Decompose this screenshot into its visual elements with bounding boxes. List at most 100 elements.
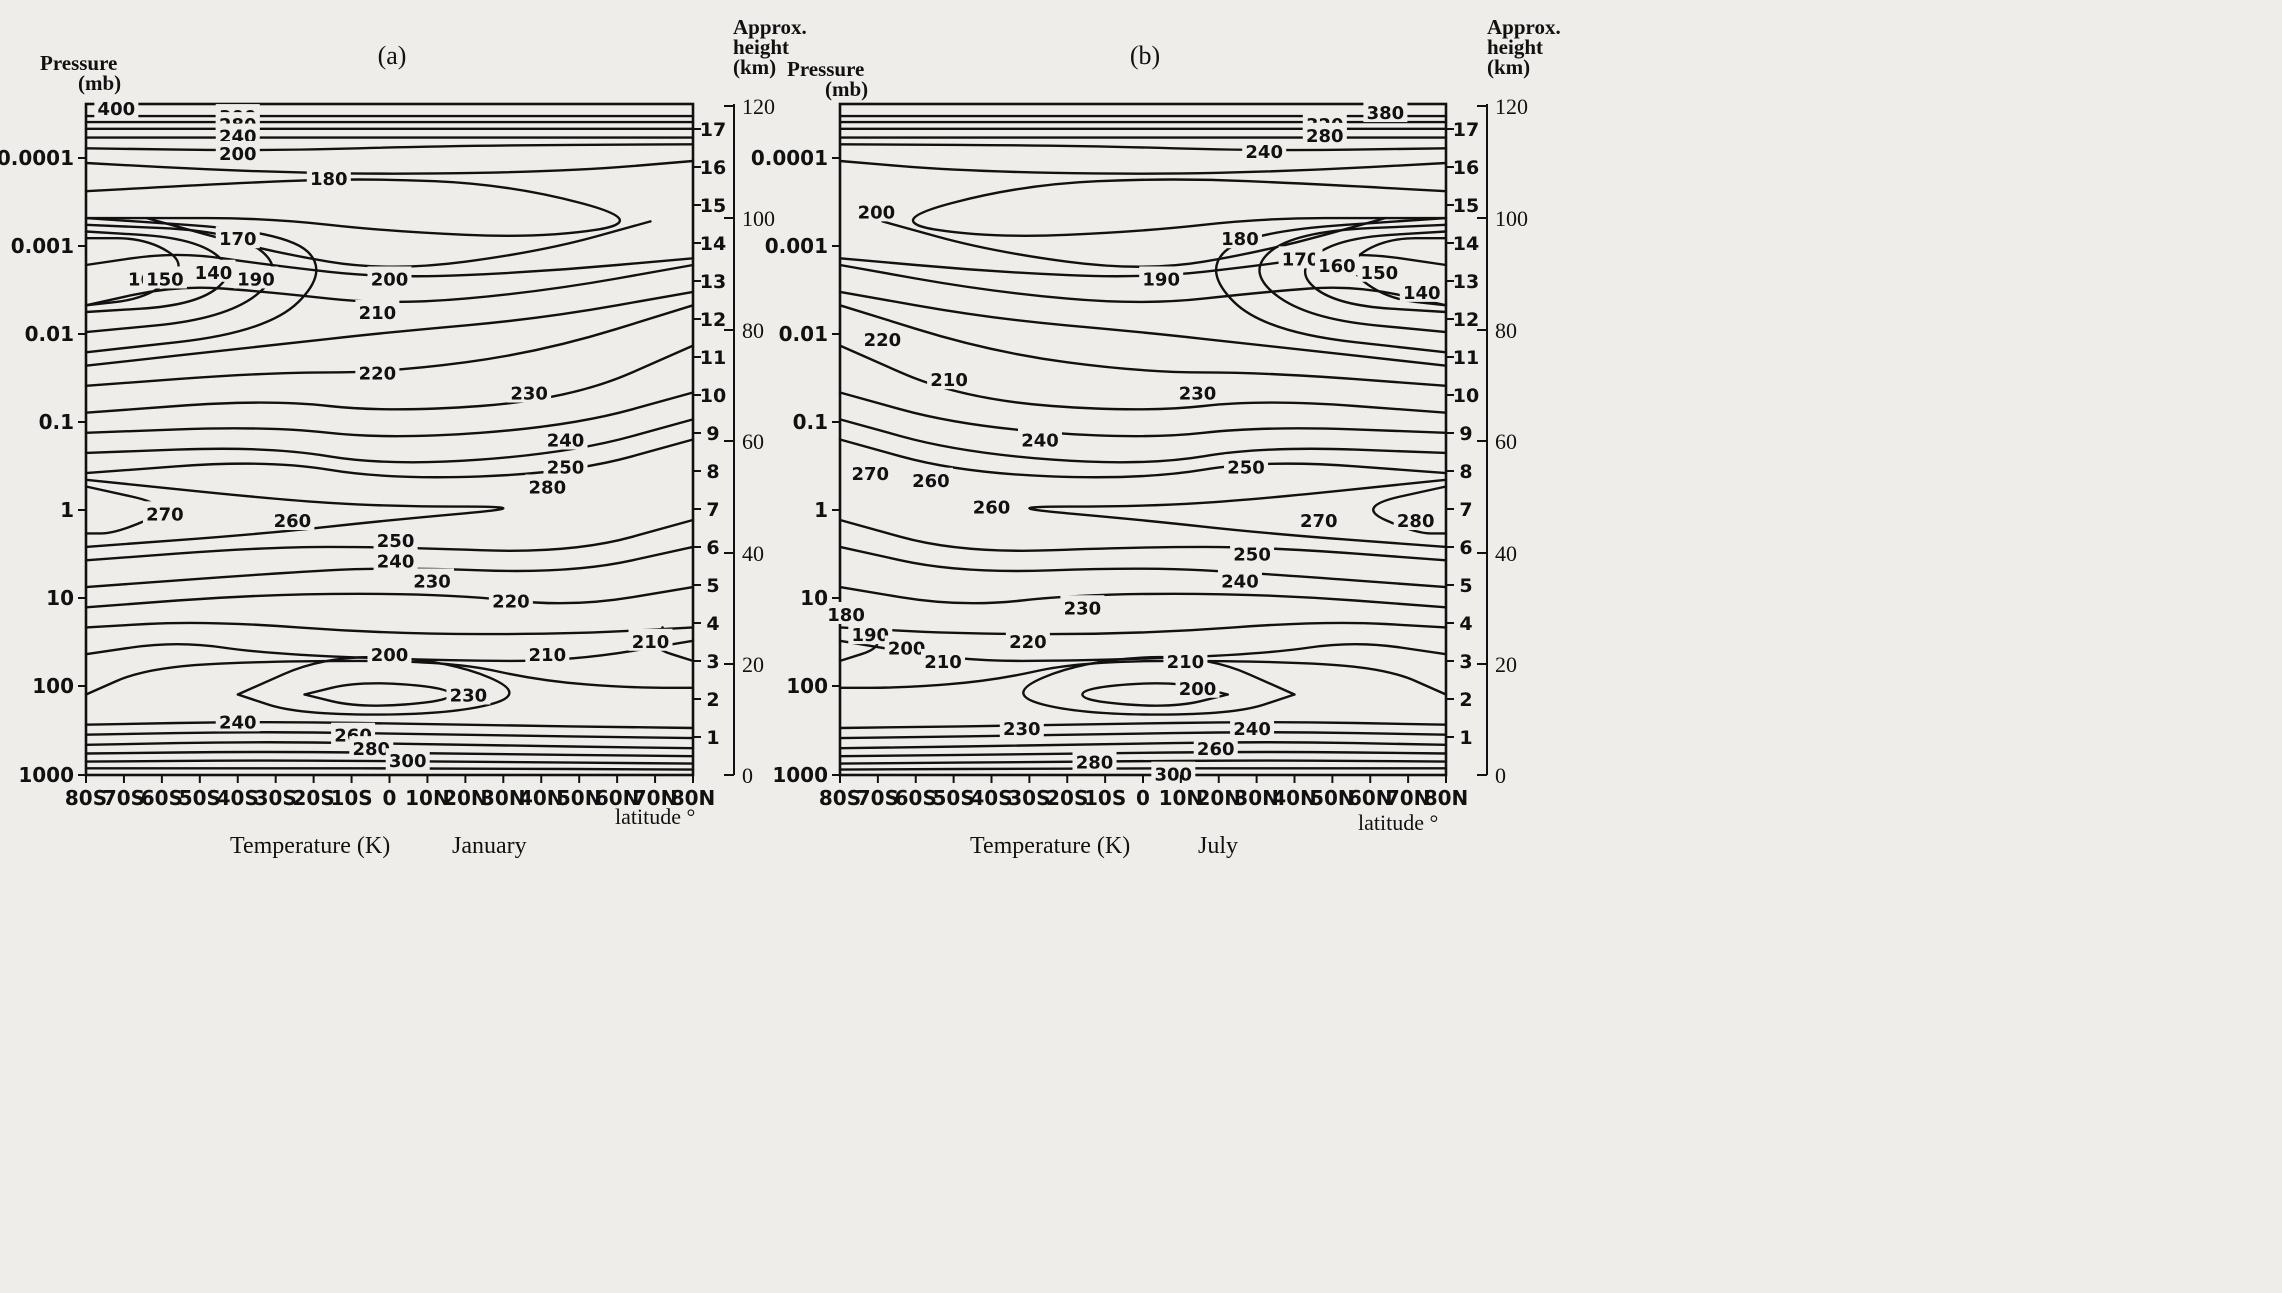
contour-label-bg (94, 96, 139, 119)
height-axis-title: Approx. (1487, 15, 1561, 39)
contour-line (838, 731, 1448, 740)
contour-label: 150 (1361, 263, 1399, 284)
level-tick-label: 3 (706, 651, 719, 673)
contour-line (84, 304, 695, 387)
contour-label: 240 (1233, 719, 1271, 740)
contour-line (303, 682, 452, 707)
contour-label-bg (142, 501, 187, 524)
contour-line (838, 159, 1448, 175)
contour-line (838, 518, 1448, 562)
x-tick-label: 40S (217, 786, 259, 810)
contour-label-bg (628, 628, 673, 651)
contour-line (838, 585, 1448, 609)
contour-line (84, 478, 505, 549)
height-tick-label: 0 (742, 763, 753, 788)
height-axis-unit: (km) (733, 55, 776, 79)
contour-label-bg (1393, 508, 1438, 531)
contour-label-bg (525, 642, 570, 665)
level-tick-label: 5 (706, 575, 719, 597)
contour-line (1352, 236, 1448, 307)
height-tick-label: 60 (1495, 429, 1517, 454)
contour-line (84, 621, 695, 636)
contour-label-bg (215, 140, 260, 163)
level-tick-label: 11 (700, 347, 726, 369)
height-tick-label: 120 (742, 94, 775, 119)
contour-label: 180 (827, 605, 865, 626)
height-axis-title-2: height (733, 35, 789, 59)
level-tick-label: 2 (1459, 689, 1472, 711)
contour-label-bg (367, 642, 412, 665)
contour-label-bg (1399, 279, 1444, 302)
x-tick-label: 60N (595, 786, 640, 810)
x-tick-label: 30N (481, 786, 526, 810)
contour-label: 230 (413, 571, 451, 592)
contour-label-bg (355, 300, 400, 323)
panel-a: 4003002802402001801701601501401902002102… (0, 15, 807, 859)
contour-label: 200 (219, 144, 257, 165)
level-tick-label: 16 (700, 157, 726, 179)
level-tick-label: 4 (706, 613, 719, 635)
contour-label: 230 (450, 685, 488, 706)
contour-label: 220 (492, 592, 530, 613)
contour-label-bg (848, 461, 893, 484)
contour-line (838, 545, 1448, 589)
contour-label-bg (1302, 122, 1347, 145)
x-tick-label: 70N (633, 786, 678, 810)
contour-label: 190 (237, 269, 275, 290)
level-tick-label: 17 (700, 119, 726, 141)
contour-label: 220 (864, 330, 902, 351)
contour-line (84, 418, 695, 464)
contour-line (84, 438, 695, 479)
contour-label-bg (848, 622, 893, 645)
level-tick-label: 9 (706, 423, 719, 445)
contour-label-bg (999, 716, 1044, 739)
contour-label-bg (543, 427, 588, 450)
contour-line (84, 731, 695, 740)
contour-label-bg (884, 635, 929, 658)
contour-label: 280 (1306, 126, 1344, 147)
height-axis-unit: (km) (1487, 55, 1530, 79)
contour-line (838, 143, 1448, 152)
contour-label-bg (1005, 628, 1050, 651)
contour-label: 210 (1167, 652, 1205, 673)
contour-label: 260 (912, 471, 950, 492)
contour-line (881, 216, 1387, 268)
contour-line (1028, 478, 1448, 549)
pressure-tick-label: 10 (800, 586, 828, 610)
pressure-tick-label: 100 (786, 674, 828, 698)
latitude-axis-title: latitude ° (1358, 810, 1438, 835)
level-tick-label: 10 (700, 385, 726, 407)
contour-label-bg (1017, 427, 1062, 450)
contour-label: 180 (310, 169, 348, 190)
temperature-caption: Temperature (K) (230, 833, 390, 859)
contour-line (838, 418, 1448, 464)
contour-label-bg (191, 259, 236, 282)
contour-line (838, 750, 1448, 758)
level-tick-label: 13 (1453, 271, 1479, 293)
contour-label-bg (1278, 246, 1323, 269)
contour-label: 160 (1318, 256, 1356, 277)
contour-label-bg (1163, 648, 1208, 671)
height-tick-label: 120 (1495, 94, 1528, 119)
contour-line (84, 545, 695, 589)
contour-label: 230 (510, 384, 548, 405)
month-caption: January (452, 833, 527, 859)
contour-line (838, 304, 1448, 387)
contour-label: 200 (371, 645, 409, 666)
contour-label-bg (507, 380, 552, 403)
pressure-tick-label: 0.001 (11, 234, 74, 258)
contour-label: 240 (1245, 142, 1283, 163)
contour-label: 170 (1282, 249, 1320, 270)
level-tick-label: 9 (1459, 423, 1472, 445)
x-tick-label: 80S (819, 786, 861, 810)
contour-label: 280 (1397, 511, 1435, 532)
level-tick-label: 1 (706, 727, 719, 749)
contour-label: 300 (389, 751, 427, 772)
contour-label: 190 (852, 625, 890, 646)
x-tick-label: 0 (1136, 786, 1150, 810)
contour-line (838, 741, 1448, 750)
pressure-tick-label: 100 (32, 674, 74, 698)
contour-label-bg (349, 736, 394, 759)
contour-label: 270 (146, 504, 184, 525)
